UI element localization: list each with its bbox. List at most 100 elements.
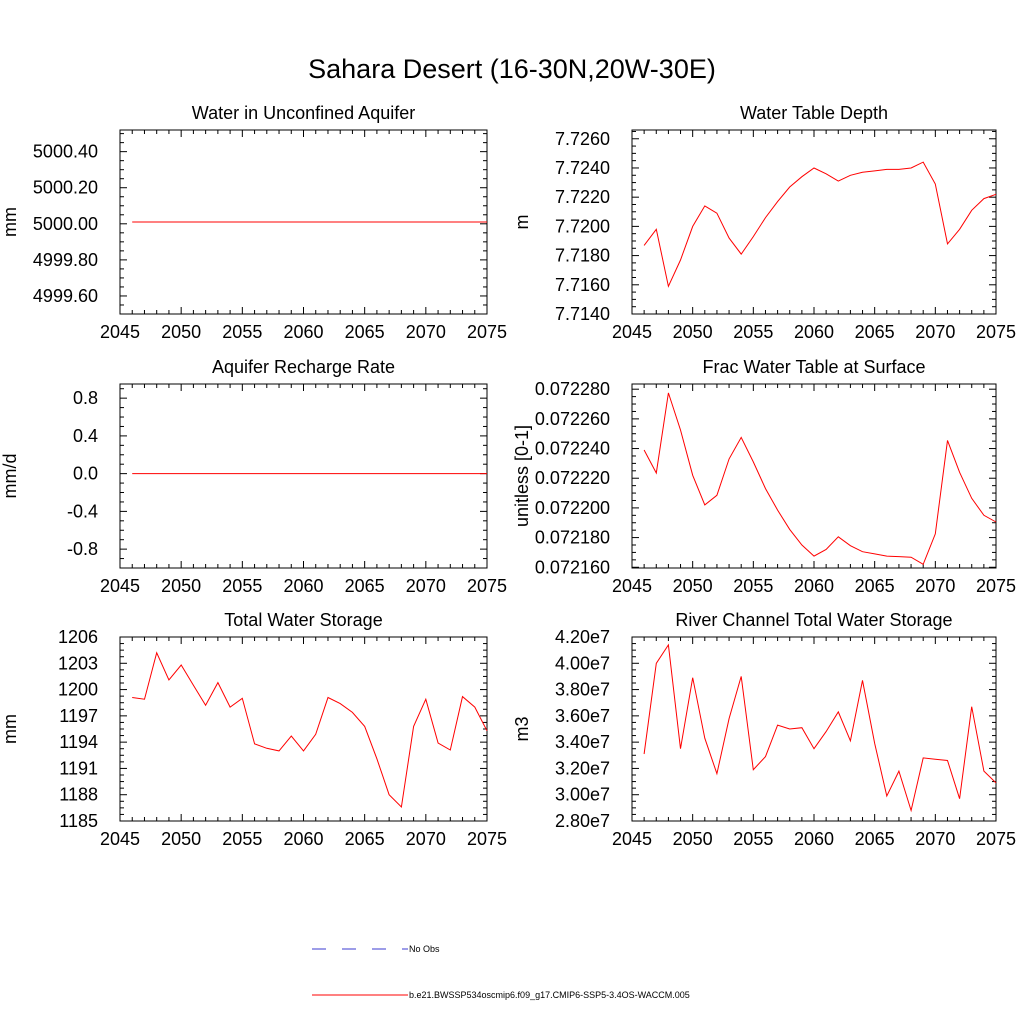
y-tick-label: 7.7160 [555,275,610,295]
y-axis-label: mm/d [0,454,20,499]
x-tick-label: 2055 [222,576,262,596]
x-tick-label: 2075 [467,576,507,596]
y-tick-label: 1200 [58,680,98,700]
y-tick-label: 0.072280 [535,379,610,399]
x-tick-label: 2060 [283,829,323,849]
plot-frame [631,129,997,315]
y-tick-label: -0.4 [67,501,98,521]
x-tick-label: 2045 [612,829,652,849]
y-tick-label: 4.20e7 [555,627,610,647]
x-tick-label: 2045 [612,576,652,596]
y-tick-label: 1203 [58,653,98,673]
y-tick-label: 0.072160 [535,557,610,577]
y-tick-label: 0.0 [73,464,98,484]
x-tick-label: 2075 [976,322,1016,342]
panel-title: Water Table Depth [740,103,888,123]
y-tick-label: 7.7200 [555,216,610,236]
panel-title: Water in Unconfined Aquifer [192,103,415,123]
y-tick-label: 3.20e7 [555,758,610,778]
x-tick-label: 2065 [345,829,385,849]
plot-frame [631,383,997,569]
y-tick-label: 0.072180 [535,528,610,548]
y-tick-label: 7.7140 [555,304,610,324]
x-tick-label: 2070 [915,322,955,342]
y-axis-label: unitless [0-1] [512,425,532,527]
x-tick-label: 2060 [794,322,834,342]
panel-title: Aquifer Recharge Rate [212,357,395,377]
legend-model-label: b.e21.BWSSP534oscmip6.f09_g17.CMIP6-SSP5… [409,990,690,1000]
x-tick-label: 2045 [612,322,652,342]
panel-6: 2045 2050 2055 2060 2065 2070 2075 2.80e7 3.00e7… [512,610,1016,849]
y-tick-label: 1191 [59,758,98,778]
y-axis-label: m3 [512,716,532,741]
x-tick-label: 2070 [915,576,955,596]
x-tick-label: 2075 [976,576,1016,596]
plot-frame [119,636,488,822]
panel-4: 2045 2050 2055 2060 2065 2070 2075 0.072160 0.07… [512,357,1016,596]
x-tick-label: 2075 [976,829,1016,849]
x-tick-label: 2055 [733,322,773,342]
y-tick-label: 4.00e7 [555,653,610,673]
plot-frame [119,383,488,569]
y-tick-label: 7.7220 [555,187,610,207]
y-tick-label: 0.8 [73,388,98,408]
x-tick-label: 2070 [406,829,446,849]
y-tick-label: 1185 [59,811,98,831]
y-tick-label: 1206 [58,627,98,647]
y-tick-label: 5000.20 [33,178,98,198]
series-line [643,161,997,288]
legend-model-line [312,994,408,996]
x-tick-label: 2050 [673,576,713,596]
x-tick-label: 2050 [161,576,201,596]
y-tick-label: 0.4 [73,426,98,446]
panel-title: Total Water Storage [224,610,382,630]
y-axis-label: m [512,215,532,230]
panel-title: River Channel Total Water Storage [675,610,952,630]
legend-obs-label: No Obs [409,944,440,954]
x-tick-label: 2065 [855,322,895,342]
x-tick-label: 2045 [100,322,140,342]
y-tick-label: 5000.40 [33,142,98,162]
plot-frame [631,636,997,822]
y-tick-label: 2.80e7 [555,811,610,831]
x-tick-label: 2070 [915,829,955,849]
x-tick-label: 2055 [222,322,262,342]
x-tick-label: 2075 [467,322,507,342]
x-tick-label: 2065 [345,576,385,596]
y-tick-label: 3.60e7 [555,706,610,726]
y-tick-label: 3.40e7 [555,732,610,752]
series-line [643,643,997,813]
x-tick-label: 2070 [406,322,446,342]
y-axis-label: mm [0,714,20,744]
y-tick-label: 3.80e7 [555,680,610,700]
y-tick-label: 0.072200 [535,498,610,518]
y-tick-label: 1188 [59,785,98,805]
y-tick-label: 0.072220 [535,468,610,488]
x-tick-label: 2060 [794,829,834,849]
y-tick-label: 1194 [59,732,98,752]
y-tick-label: 3.00e7 [555,785,610,805]
x-tick-label: 2065 [345,322,385,342]
legend-obs-line [312,948,408,950]
x-tick-label: 2050 [673,322,713,342]
y-tick-label: 1197 [59,706,98,726]
panel-1: 2045 2050 2055 2060 2065 2070 2075 4999.60 4999.… [0,103,507,342]
y-tick-label: 7.7240 [555,158,610,178]
y-tick-label: 7.7260 [555,129,610,149]
series-line [132,651,488,809]
x-tick-label: 2050 [161,829,201,849]
x-tick-label: 2060 [283,576,323,596]
panel-2: 2045 2050 2055 2060 2065 2070 2075 7.7140 7.7160… [512,103,1016,342]
panel-3: 2045 2050 2055 2060 2065 2070 2075 -0.8 -0.4 0.0 0… [0,357,507,596]
x-tick-label: 2055 [222,829,262,849]
y-tick-label: 0.072260 [535,409,610,429]
y-tick-label: -0.8 [67,539,98,559]
x-tick-label: 2070 [406,576,446,596]
y-axis-label: mm [0,207,20,237]
series-line [643,392,997,566]
x-tick-label: 2075 [467,829,507,849]
x-tick-label: 2045 [100,829,140,849]
x-tick-label: 2055 [733,576,773,596]
x-tick-label: 2065 [855,576,895,596]
